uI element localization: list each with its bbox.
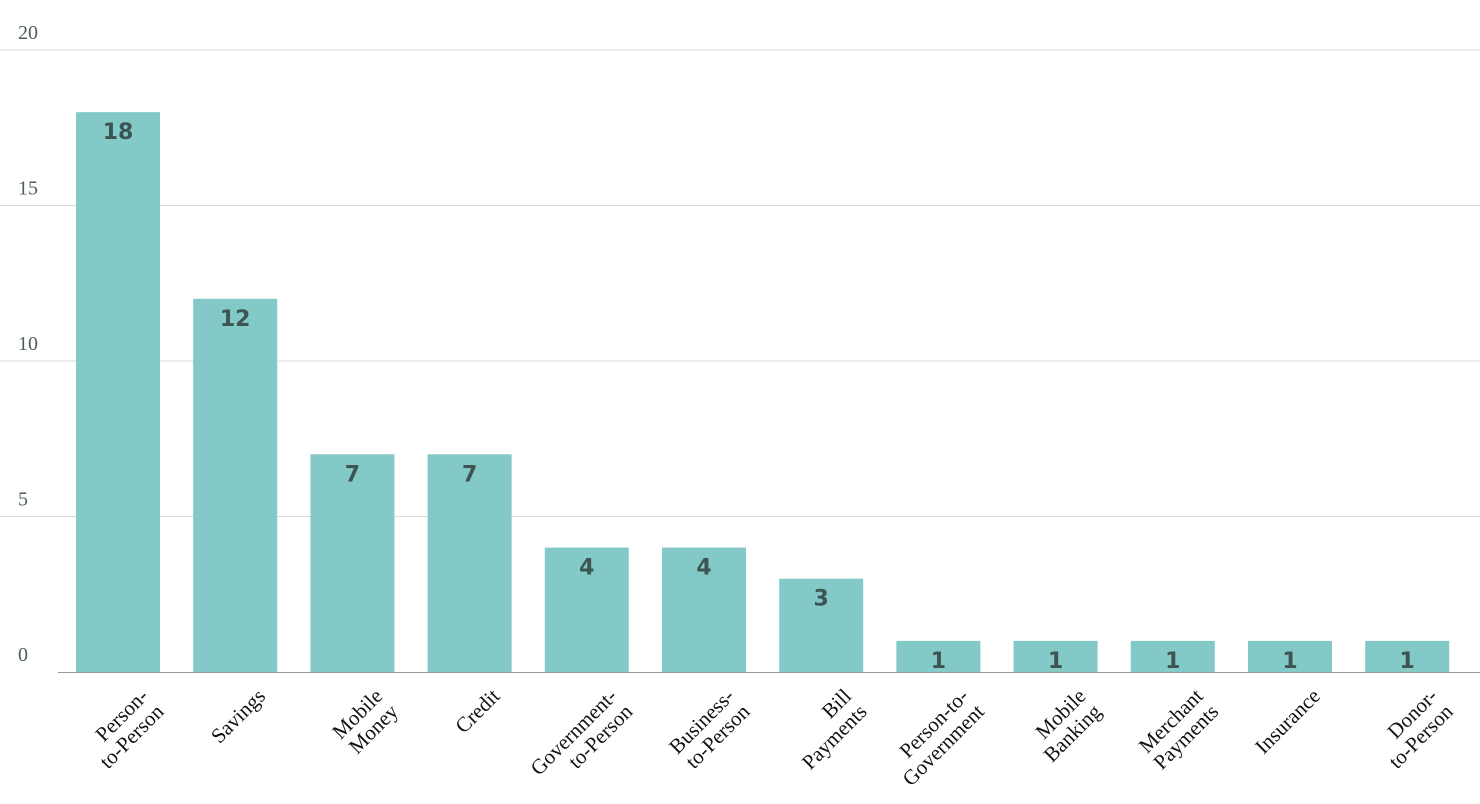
y-tick-label: 10 [18,333,38,355]
bar [662,547,746,672]
data-label: 7 [462,462,477,487]
bar [1013,640,1098,672]
y-tick-label: 0 [18,644,28,666]
svg-text:Credit: Credit [450,684,504,738]
data-label: 4 [696,556,711,581]
y-axis-ticks: 0 5 10 15 20 [18,22,38,666]
x-tick-label: Person-to-Person [79,684,169,774]
svg-text:BillPayments: BillPayments [781,684,871,774]
data-label: 4 [579,556,594,581]
bar [76,112,160,672]
data-label: 1 [1400,649,1415,674]
data-label: 1 [1165,649,1180,674]
y-tick-label: 20 [18,22,38,44]
x-tick-label: Donor-to-Person [1368,684,1458,774]
svg-text:MerchantPayments: MerchantPayments [1133,684,1223,774]
bar [1365,640,1450,672]
svg-text:Government-to-Person: Government-to-Person [526,684,638,796]
svg-text:Business-to-Person: Business-to-Person [664,684,755,775]
bar [310,454,395,672]
svg-text:Person-to-Person: Person-to-Person [79,684,169,774]
x-tick-label: Business-to-Person [664,684,755,775]
x-axis-ticks: Person-to-Person Savings MobileMoney Credit… [79,684,1458,796]
x-tick-label: Person-to-Government [882,684,989,791]
svg-text:Insurance: Insurance [1250,684,1325,759]
x-tick-label: MerchantPayments [1133,684,1223,774]
bar [1130,640,1215,672]
x-tick-label-line: Insurance [1250,684,1325,759]
x-tick-label: Insurance [1250,684,1325,759]
x-tick-label: MobileBanking [1023,684,1107,767]
data-labels: 18 12 7 7 4 4 3 1 1 1 1 1 [103,120,1415,674]
x-tick-label: Government-to-Person [526,684,638,796]
x-tick-label-line: Credit [450,684,504,738]
bar [544,547,629,672]
data-label: 18 [103,120,134,145]
x-tick-label: Savings [206,684,270,748]
y-tick-label: 15 [18,178,38,200]
data-label: 7 [345,462,360,487]
bars [76,112,1450,672]
data-label: 12 [220,307,251,332]
bar [896,640,981,672]
bar [427,454,512,672]
bar [779,578,864,672]
x-tick-label: MobileMoney [327,684,403,760]
bar [193,298,278,672]
data-label: 3 [814,587,829,612]
data-label: 1 [1282,649,1297,674]
x-tick-label: Credit [450,684,504,738]
svg-text:Person-to-Government: Person-to-Government [882,684,989,791]
x-tick-label: BillPayments [781,684,872,774]
svg-text:MobileBanking: MobileBanking [1023,684,1106,767]
svg-text:Donor-to-Person: Donor-to-Person [1368,684,1458,774]
svg-text:MobileMoney: MobileMoney [327,684,403,760]
y-tick-label: 5 [18,489,28,511]
x-tick-label-line: Savings [206,684,270,748]
data-label: 1 [931,649,946,674]
data-label: 1 [1048,649,1063,674]
bar [1248,640,1332,672]
svg-text:Savings: Savings [206,684,270,748]
